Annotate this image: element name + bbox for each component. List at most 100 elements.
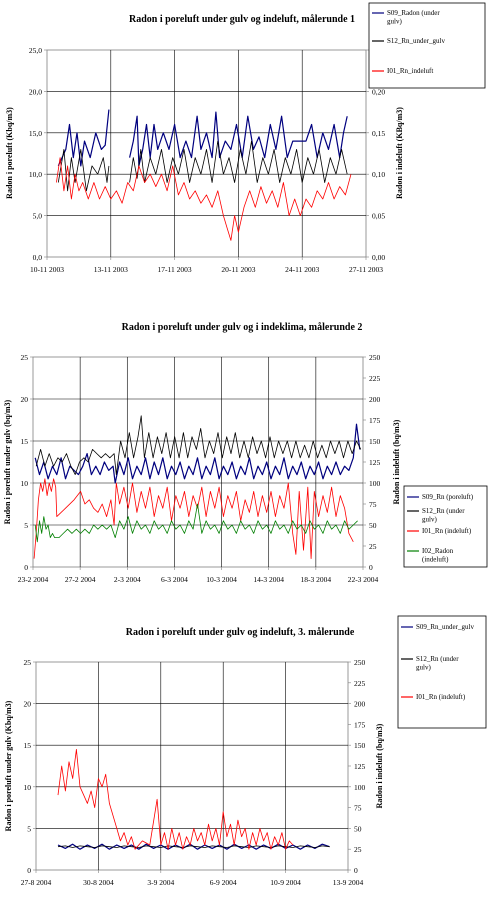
chart-3-series [57,749,330,850]
legend-label: I01_Rn (indeluft) [422,527,472,535]
y2-tick-label: 50 [369,521,377,530]
chart-3-x-ticks: 27-8 2004 30-8 2004 3-9 2004 6-9 2004 10-9 2… [21,870,364,887]
series-line [57,109,348,167]
legend-label: S12_Rn (under [416,655,459,663]
y-tick-label: 20 [21,395,29,404]
chart-2-y-ticks: 0 5 10 15 20 25 [21,353,33,572]
y2-tick-label: 0,10 [372,170,385,179]
chart-1-x-ticks: 10-11 2003 13-11 2003 17-11 2003 20-11 2003… [30,257,383,274]
chart-1-y-axis-label: Radon i poreluft (Kbq/m3) [5,107,14,199]
y-tick-label: 10 [21,479,29,488]
x-tick-label: 24-11 2003 [285,265,319,274]
series-line [35,415,362,475]
chart-3-y-axis-label: Radon i poreluft under gulv (Kbq/m3) [4,700,13,831]
y-tick-label: 20,0 [29,87,42,96]
x-tick-label: 10-9 2004 [270,878,301,887]
x-tick-label: 6-3 2004 [161,575,188,584]
y2-tick-label: 25 [369,542,377,551]
chart-2-y-axis-label: Radon i poreluft under gulv (bq/m3) [3,399,12,524]
series-line [57,749,294,850]
y-tick-label: 0,0 [33,253,43,262]
x-tick-label: 23-2 2004 [18,575,49,584]
chart-2-title: Radon i poreluft under gulv og i indekli… [122,322,363,333]
x-tick-label: 22-3 2004 [348,575,379,584]
legend-label: S12_Rn_under_gulv [387,37,445,45]
chart-2-y2-ticks: 0 25 50 75 100 125 150 175 200 225 250 [363,353,381,572]
y-tick-label: 10,0 [29,170,42,179]
x-tick-label: 17-11 2003 [158,265,192,274]
y2-tick-label: 250 [369,353,381,362]
x-tick-label: 3-9 2004 [147,878,174,887]
chart-3-y2-ticks: 0 25 50 75 100 125 150 175 200 225 250 [348,658,366,875]
y-tick-label: 5,0 [33,212,43,221]
legend-label: gulv) [422,516,437,524]
chart-3: Radon i poreluft under gulv og indeluft,… [4,615,487,887]
series-line [34,503,358,543]
y-tick-label: 25,0 [29,46,42,55]
legend-label: I01_Rn_indeluft [387,67,433,75]
x-tick-label: 14-3 2004 [253,575,284,584]
y-tick-label: 20 [24,700,32,709]
x-tick-label: 18-3 2004 [301,575,332,584]
y2-tick-label: 0,15 [372,129,385,138]
chart-1-y-ticks: 0,0 5,0 10,0 15,0 20,0 25,0 [29,46,47,262]
chart-1-series [56,109,352,241]
legend-label: I01_Rn (indeluft) [416,693,466,701]
chart-1-y2-axis-label: Radon i indeluft (KBq/m3) [395,107,404,199]
chart-1: Radon i poreluft under gulv og indeluft,… [5,2,486,274]
chart-3-title: Radon i poreluft under gulv og indeluft,… [126,627,355,638]
y-tick-label: 15,0 [29,129,42,138]
y2-tick-label: 150 [369,437,381,446]
y-tick-label: 15 [24,741,32,750]
x-tick-label: 10-11 2003 [30,265,64,274]
y-tick-label: 0 [24,563,28,572]
legend-label: gulv) [387,18,402,26]
y2-tick-label: 75 [369,500,377,509]
legend-label: S12_Rn (under [422,507,465,515]
y2-tick-label: 0,05 [372,212,385,221]
x-tick-label: 20-11 2003 [221,265,255,274]
y2-tick-label: 50 [354,824,362,833]
x-tick-label: 27-8 2004 [21,878,52,887]
legend-label: I02_Radon [422,547,454,555]
y-tick-label: 5 [24,521,28,530]
chart-2: Radon i poreluft under gulv og i indekli… [3,322,488,584]
y2-tick-label: 100 [354,783,366,792]
y2-tick-label: 225 [369,374,381,383]
y2-tick-label: 125 [354,762,366,771]
chart-2-x-ticks: 23-2 2004 27-2 2004 2-3 2004 6-3 2004 10-3 2… [18,567,379,584]
y2-tick-label: 0,00 [372,253,385,262]
chart-3-plot-area [35,661,349,871]
y2-tick-label: 100 [369,479,381,488]
legend-label: gulv) [416,664,431,672]
y2-tick-label: 0,20 [372,87,385,96]
y2-tick-label: 175 [369,416,381,425]
x-tick-label: 2-3 2004 [114,575,141,584]
y2-tick-label: 150 [354,741,366,750]
y2-tick-label: 200 [369,395,381,404]
y-tick-label: 25 [21,353,29,362]
chart-2-series [33,415,362,559]
y2-tick-label: 200 [354,700,366,709]
y2-tick-label: 250 [354,658,366,667]
series-line [56,157,352,241]
y2-tick-label: 0 [369,563,373,572]
y2-tick-label: 75 [354,804,362,813]
y-tick-label: 25 [24,658,32,667]
x-tick-label: 27-11 2003 [349,265,383,274]
series-line [34,423,361,484]
y2-tick-label: 225 [354,679,366,688]
x-tick-label: 27-2 2004 [65,575,96,584]
chart-1-title: Radon i poreluft under gulv og indeluft,… [129,14,355,25]
chart-2-y2-axis-label: Radon i indeluft (bq/m3) [392,419,401,504]
x-tick-label: 6-9 2004 [210,878,237,887]
series-line [57,845,330,848]
x-tick-label: 30-8 2004 [83,878,114,887]
legend-label: S09_Rn_under_gulv [416,623,474,631]
y-tick-label: 10 [24,783,32,792]
x-tick-label: 13-9 2004 [333,878,364,887]
